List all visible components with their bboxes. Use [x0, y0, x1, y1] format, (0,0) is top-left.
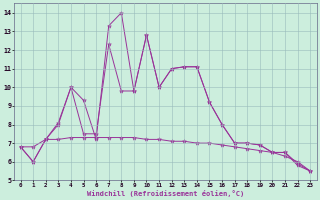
X-axis label: Windchill (Refroidissement éolien,°C): Windchill (Refroidissement éolien,°C) [87, 190, 244, 197]
